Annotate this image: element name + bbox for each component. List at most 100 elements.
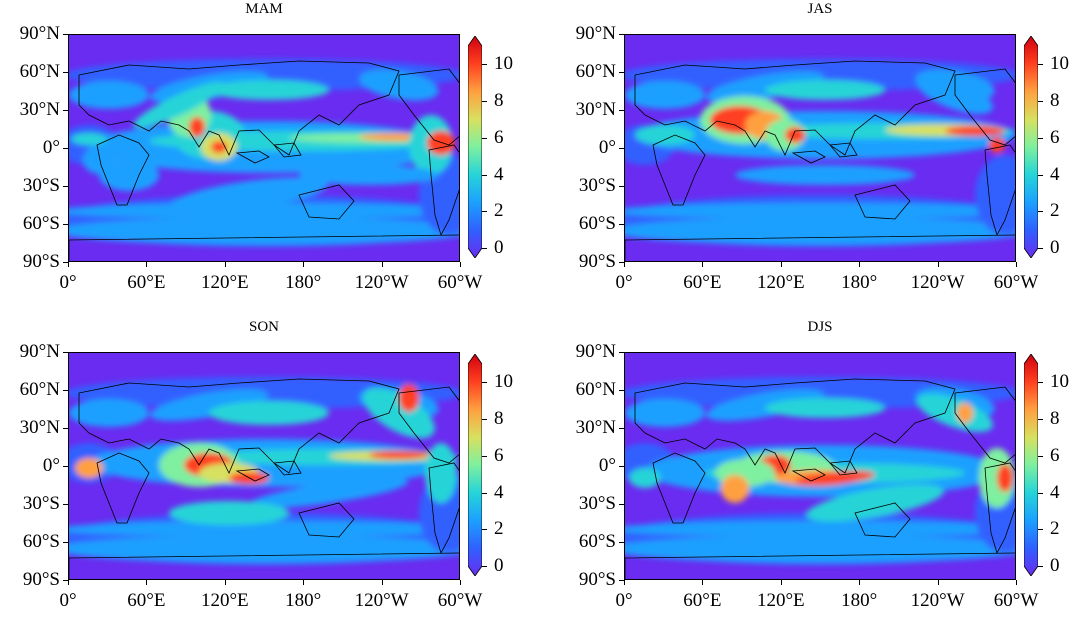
coastlines	[625, 60, 1015, 261]
lon-tick-mark	[224, 580, 226, 585]
lon-tick-label: 0°	[615, 272, 633, 293]
lon-tick-label: 120°W	[354, 590, 409, 611]
lon-tick-label: 120°W	[354, 272, 409, 293]
lat-tick-label: 30°N	[575, 99, 616, 120]
coastline	[954, 68, 1015, 146]
colorbar-tick-mark	[1038, 382, 1043, 384]
precip-map-svg	[625, 35, 1015, 261]
coastline	[625, 234, 1015, 261]
coastline	[791, 468, 826, 482]
map-frame	[624, 34, 1016, 262]
lon-tick-mark	[702, 262, 704, 267]
colorbar-body	[1024, 36, 1038, 258]
lon-tick-mark	[381, 580, 383, 585]
colorbar-tick-label: 8	[494, 90, 504, 112]
lat-tick-mark	[619, 72, 624, 73]
lat-tick-mark	[619, 110, 624, 111]
map-frame	[68, 352, 460, 580]
panel-title: JAS	[807, 1, 833, 17]
coastline	[273, 142, 302, 158]
colorbar-tick-mark	[1038, 566, 1043, 567]
lat-tick-label: 90°N	[19, 341, 60, 362]
lat-tick-label: 60°N	[575, 61, 616, 82]
lon-tick-mark	[859, 580, 861, 585]
colorbar-tick-mark	[482, 137, 487, 139]
lon-tick-mark	[146, 262, 148, 267]
colorbar-body	[468, 36, 482, 258]
coastline	[273, 460, 302, 476]
lat-tick-mark	[619, 542, 624, 543]
lat-tick-label: 0°	[42, 455, 60, 476]
lat-tick-label: 30°N	[19, 99, 60, 120]
coastline	[428, 462, 459, 555]
lat-tick-label: 60°N	[19, 379, 60, 400]
coastline	[854, 184, 911, 220]
coastline	[652, 134, 706, 206]
lat-tick-label: 0°	[42, 137, 60, 158]
colorbar-tick-mark	[482, 174, 487, 176]
lat-tick-label: 60°S	[22, 213, 60, 234]
lat-tick-label: 90°S	[578, 251, 616, 272]
lat-tick-mark	[63, 352, 68, 353]
colorbar-tick-mark	[1038, 455, 1043, 457]
colorbar-tick-mark	[482, 529, 487, 531]
colorbar-tick-mark	[482, 248, 487, 249]
coastline	[96, 134, 150, 206]
lon-tick-mark	[460, 262, 461, 267]
colorbar-body	[1024, 354, 1038, 576]
lat-tick-mark	[63, 504, 68, 505]
lon-tick-label: 60°W	[437, 590, 483, 611]
lon-tick-mark	[1016, 580, 1017, 585]
colorbar-tick-mark	[482, 455, 487, 457]
colorbar-tick-mark	[1038, 529, 1043, 531]
lon-tick-mark	[624, 580, 625, 585]
colorbar-tick-label: 0	[1050, 237, 1060, 258]
lat-tick-mark	[63, 186, 68, 187]
colorbar-tick-label: 2	[494, 518, 504, 540]
lon-tick-mark	[780, 262, 782, 267]
lat-tick-mark	[63, 34, 68, 35]
lon-tick-label: 60°E	[683, 590, 722, 611]
coastline	[625, 552, 1015, 579]
lat-tick-mark	[619, 224, 624, 225]
coastline	[235, 150, 270, 164]
colorbar-tick-mark	[482, 211, 487, 213]
map-panel-3: DJS 90°N 60°N 30°N 0° 30°S 60°S 90°S 0° 60°E 120°E…	[556, 318, 1080, 630]
colorbar-tick-mark	[1038, 211, 1043, 213]
lat-tick-label: 0°	[598, 455, 616, 476]
coastline	[634, 60, 956, 156]
lon-tick-label: 60°W	[993, 272, 1039, 293]
colorbar-tick-label: 0	[494, 555, 504, 576]
lat-tick-label: 30°N	[575, 417, 616, 438]
lat-tick-label: 60°N	[575, 379, 616, 400]
coastline	[652, 452, 706, 524]
lat-tick-label: 60°S	[578, 213, 616, 234]
map-frame	[624, 352, 1016, 580]
lat-tick-mark	[619, 352, 624, 353]
lon-tick-mark	[381, 262, 383, 267]
lon-tick-mark	[859, 262, 861, 267]
coastline	[69, 234, 459, 261]
lat-tick-label: 90°S	[578, 569, 616, 590]
colorbar-tick-label: 8	[494, 408, 504, 430]
map-frame	[68, 34, 460, 262]
coastline	[235, 468, 270, 482]
coastline	[78, 378, 400, 474]
lon-tick-label: 120°E	[200, 590, 249, 611]
lon-tick-mark	[303, 580, 305, 585]
lon-tick-label: 60°W	[993, 590, 1039, 611]
lon-tick-label: 0°	[615, 590, 633, 611]
lat-tick-label: 60°N	[19, 61, 60, 82]
lat-tick-label: 90°S	[22, 569, 60, 590]
precip-field	[625, 377, 1015, 565]
panel-title: MAM	[245, 1, 283, 17]
precip-field	[625, 59, 1015, 247]
lon-tick-label: 120°W	[910, 272, 965, 293]
lon-tick-label: 0°	[59, 590, 77, 611]
coastline	[984, 144, 1015, 237]
colorbar-tick-mark	[482, 64, 487, 66]
lon-tick-mark	[624, 262, 625, 267]
lat-tick-mark	[63, 466, 68, 467]
lat-tick-label: 30°S	[22, 493, 60, 514]
coastline	[298, 502, 355, 538]
